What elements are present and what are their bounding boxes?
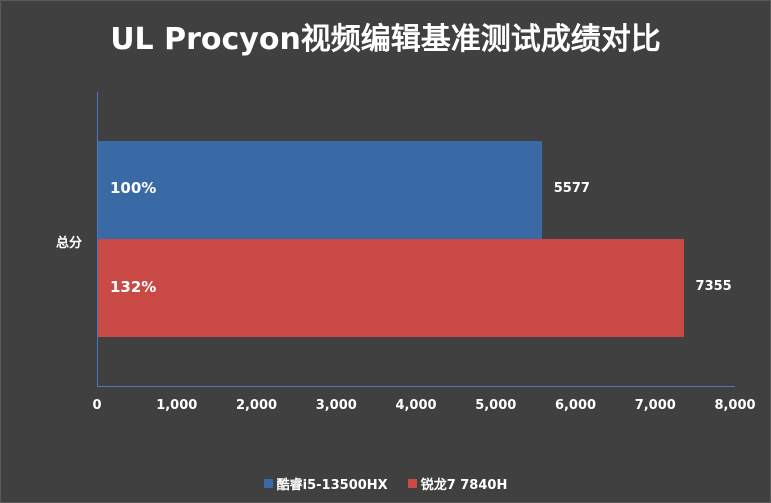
category-label: 总分	[56, 236, 83, 251]
legend-swatch-icon	[263, 479, 273, 488]
chart-title: UL Procyon视频编辑基准测试成绩对比	[110, 22, 661, 57]
x-tick-label: 6,000	[554, 398, 597, 413]
y-axis-line	[97, 92, 98, 387]
x-tick-label: 1,000	[156, 398, 198, 413]
legend: 酷睿i5-13500HX 锐龙7 7840H	[0, 474, 771, 493]
legend-label: 锐龙7 7840H	[420, 478, 508, 493]
legend-item-series-1[interactable]: 酷睿i5-13500HX	[263, 474, 388, 493]
bar-relative-label-series-1: 100%	[110, 179, 157, 197]
bar-relative-label-series-2: 132%	[110, 278, 157, 296]
legend-label: 酷睿i5-13500HX	[276, 478, 388, 493]
x-tick-label: 4,000	[395, 398, 437, 413]
x-tick-label: 2,000	[235, 398, 278, 413]
x-tick-label: 7,000	[634, 398, 676, 413]
bar-value-label-series-2: 7355	[695, 279, 732, 294]
legend-swatch-icon	[407, 479, 417, 488]
x-tick-label: 0	[92, 398, 102, 413]
legend-item-series-2[interactable]: 锐龙7 7840H	[407, 474, 508, 493]
bar-series-2	[98, 239, 684, 337]
x-tick-label: 5,000	[475, 398, 517, 413]
x-tick-label: 8,000	[714, 398, 756, 413]
x-axis-line	[97, 386, 735, 387]
x-tick-label: 3,000	[315, 398, 357, 413]
bar-series-1	[98, 141, 542, 239]
bar-value-label-series-1: 5577	[553, 181, 590, 196]
